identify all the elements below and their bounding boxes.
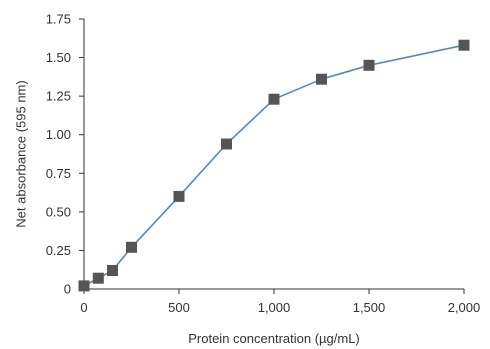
x-tick-label: 500: [168, 300, 190, 315]
data-point: [458, 39, 470, 51]
y-tick-label: 0.50: [46, 204, 71, 219]
y-ticks: 0 0.25 0.50 0.75 1.00 1.25 1.50 1.75: [46, 12, 84, 297]
x-ticks: 0 500 1,000 1,500 2,000: [80, 289, 480, 315]
y-tick-label: 1.50: [46, 50, 71, 65]
series-line: [83, 44, 465, 287]
x-tick-label: 1,500: [353, 300, 386, 315]
x-tick-label: 0: [80, 300, 87, 315]
data-point: [316, 73, 327, 85]
data-point: [363, 59, 375, 71]
data-point: [126, 241, 137, 253]
data-point: [78, 280, 90, 292]
y-tick-label: 0.75: [46, 166, 71, 181]
data-point: [107, 265, 118, 276]
data-point: [173, 190, 185, 202]
y-axis-title: Net absorbance (595 nm): [13, 80, 28, 227]
data-point: [221, 138, 232, 150]
x-axis-title: Protein concentration (µg/mL): [188, 331, 360, 346]
y-tick-label: 1.75: [46, 12, 71, 27]
y-tick-label: 0.25: [46, 243, 71, 258]
data-point: [268, 93, 280, 105]
x-tick-label: 2,000: [448, 300, 481, 315]
axes: [83, 19, 464, 290]
y-tick-label: 0: [64, 282, 71, 297]
data-point: [92, 272, 104, 284]
x-tick-label: 1,000: [258, 300, 291, 315]
data-series: [78, 39, 470, 292]
y-tick-label: 1.25: [46, 89, 71, 104]
y-tick-label: 1.00: [46, 127, 71, 142]
